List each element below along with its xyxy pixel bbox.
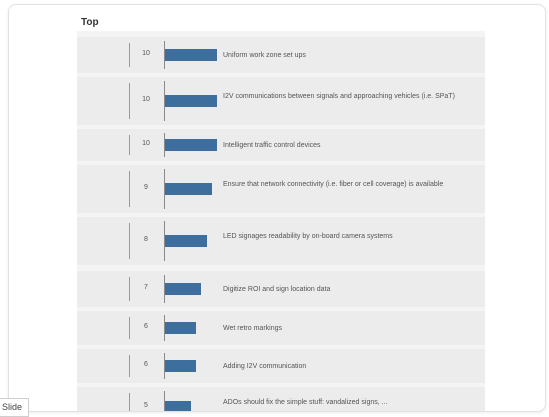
bar bbox=[165, 401, 191, 411]
chart-row: 9 Ensure that network connectivity (i.e. … bbox=[77, 165, 485, 213]
category-label: I2V communications between signals and a… bbox=[223, 93, 455, 100]
bar bbox=[165, 183, 212, 195]
row-bracket bbox=[129, 135, 130, 155]
bar-baseline bbox=[164, 81, 165, 121]
category-label: Intelligent traffic control devices bbox=[223, 141, 321, 149]
chart-row: 6 Adding I2V communication bbox=[77, 349, 485, 383]
bar-baseline bbox=[164, 41, 165, 69]
bar-baseline bbox=[164, 275, 165, 303]
chart-row: 8 LED signages readability by on-board ca… bbox=[77, 217, 485, 265]
bar bbox=[165, 360, 197, 372]
bar-value-label: 10 bbox=[142, 96, 150, 103]
slide-card: Top 10 Uniform work zone set ups 10 I2V com… bbox=[8, 4, 546, 412]
bar-value-label: 8 bbox=[144, 236, 148, 243]
category-label: Ensure that network connectivity (i.e. f… bbox=[223, 181, 444, 188]
bar bbox=[165, 139, 217, 151]
chart-panel: 10 Uniform work zone set ups 10 I2V communi… bbox=[77, 31, 485, 411]
bar-baseline bbox=[164, 391, 165, 411]
category-label: Uniform work zone set ups bbox=[223, 51, 306, 59]
bar-baseline bbox=[164, 221, 165, 261]
row-bracket bbox=[129, 43, 130, 67]
bar-value-label: 9 bbox=[144, 184, 148, 191]
row-bracket bbox=[129, 171, 130, 207]
category-label: ADOs should fix the simple stuff: vandal… bbox=[223, 399, 388, 406]
bar-value-label: 6 bbox=[144, 361, 148, 368]
bar-baseline bbox=[164, 353, 165, 379]
bar-baseline bbox=[164, 133, 165, 157]
bar-baseline bbox=[164, 169, 165, 209]
chart-row: 5 ADOs should fix the simple stuff: vanda… bbox=[77, 387, 485, 411]
category-label: Digitize ROI and sign location data bbox=[223, 285, 331, 293]
bar bbox=[165, 322, 197, 334]
chart-row: 10 Intelligent traffic control devices bbox=[77, 129, 485, 161]
row-bracket bbox=[129, 223, 130, 259]
row-bracket bbox=[129, 83, 130, 119]
bar-value-label: 10 bbox=[142, 50, 150, 57]
category-label: Wet retro markings bbox=[223, 324, 282, 332]
chart-row: 10 Uniform work zone set ups bbox=[77, 37, 485, 73]
chart-row: 6 Wet retro markings bbox=[77, 311, 485, 345]
category-label: Adding I2V communication bbox=[223, 362, 307, 370]
row-bracket bbox=[129, 355, 130, 377]
chart-title: Top bbox=[81, 17, 99, 28]
row-bracket bbox=[129, 277, 130, 301]
slide-tab[interactable]: Slide bbox=[0, 398, 30, 417]
bar bbox=[165, 283, 202, 295]
category-label: LED signages readability by on-board cam… bbox=[223, 233, 393, 240]
row-bracket bbox=[129, 393, 130, 411]
bar bbox=[165, 235, 207, 247]
bar-value-label: 5 bbox=[144, 402, 148, 409]
chart-row: 10 I2V communications between signals and… bbox=[77, 77, 485, 125]
chart-row: 7 Digitize ROI and sign location data bbox=[77, 271, 485, 307]
bar-value-label: 7 bbox=[144, 284, 148, 291]
bar-value-label: 10 bbox=[142, 140, 150, 147]
bar-baseline bbox=[164, 315, 165, 341]
bar bbox=[165, 49, 217, 61]
row-bracket bbox=[129, 317, 130, 339]
bar bbox=[165, 95, 217, 107]
bar-value-label: 6 bbox=[144, 323, 148, 330]
